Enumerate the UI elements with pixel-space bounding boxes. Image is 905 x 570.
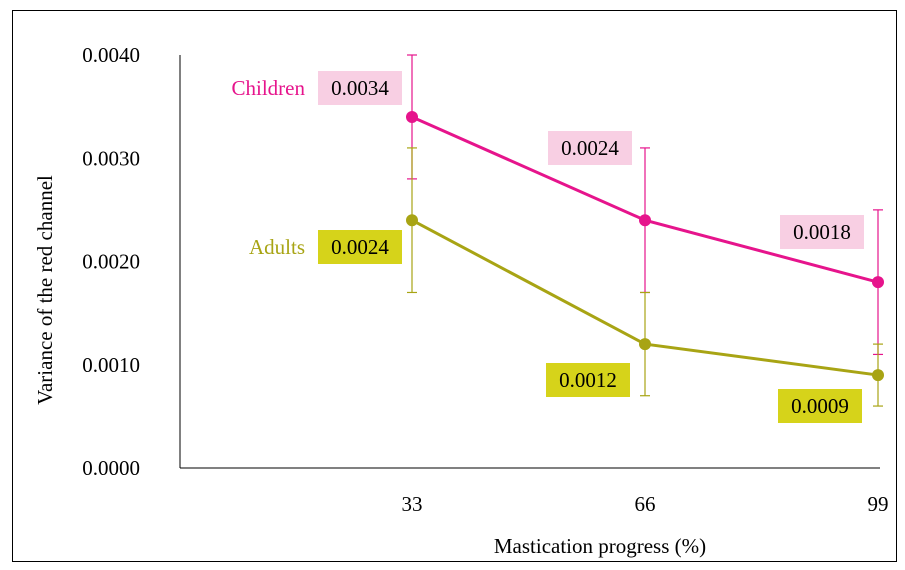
data-label-box [546, 363, 630, 397]
data-point [872, 369, 884, 382]
series-adults [406, 147, 884, 407]
x-tick-label: 33 [402, 492, 423, 516]
legend-layer: Children Adults [232, 76, 306, 259]
y-axis-title: Variance of the red channel [33, 175, 57, 405]
legend-label: Children [232, 76, 306, 100]
data-label: 0.0009 [791, 394, 849, 418]
y-tick-label: 0.0000 [82, 456, 140, 480]
data-label: 0.0012 [559, 368, 617, 392]
y-tick-label: 0.0020 [82, 250, 140, 274]
legend-label: Adults [249, 235, 305, 259]
data-label-box [318, 230, 402, 264]
data-label-box [548, 131, 632, 165]
y-tick-label: 0.0010 [82, 353, 140, 377]
y-tick-label: 0.0030 [82, 146, 140, 170]
series-layer [406, 54, 884, 407]
data-label-box [318, 71, 402, 105]
data-point [872, 276, 884, 289]
data-point [639, 338, 651, 351]
data-label: 0.0024 [331, 235, 389, 259]
x-tick-labels: 33 66 99 [402, 492, 889, 516]
x-axis-title: Mastication progress (%) [494, 534, 706, 558]
axes [179, 55, 880, 469]
x-tick-label: 66 [635, 492, 656, 516]
chart-frame [12, 10, 897, 562]
data-label-box [780, 215, 864, 249]
y-tick-labels: 0.0000 0.0010 0.0020 0.0030 0.0040 [82, 43, 140, 480]
series-children [406, 54, 884, 356]
data-point [406, 110, 418, 123]
data-label: 0.0018 [793, 220, 851, 244]
data-label: 0.0024 [561, 136, 619, 160]
data-point [406, 214, 418, 227]
data-label-box [778, 389, 862, 423]
data-label: 0.0034 [331, 76, 389, 100]
x-tick-label: 99 [868, 492, 889, 516]
data-point [639, 214, 651, 227]
data-label-layer: 0.0034 0.0024 0.0018 0.0024 0.0012 0.0009 [318, 71, 864, 423]
y-tick-label: 0.0040 [82, 43, 140, 67]
